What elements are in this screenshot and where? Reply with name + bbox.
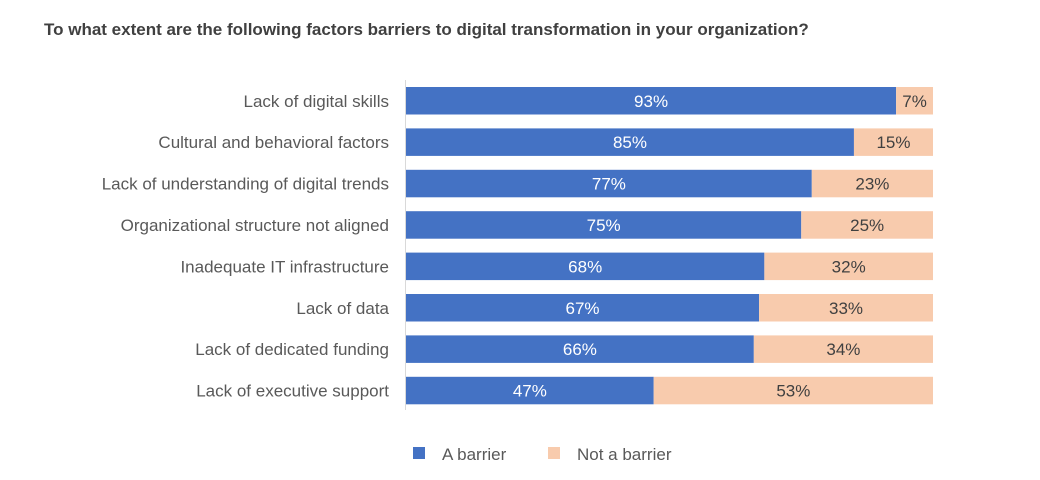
data-label: 68% [568, 257, 602, 276]
legend-swatch [413, 447, 425, 459]
data-label: 32% [832, 257, 866, 276]
bar-not-barrier [801, 211, 933, 239]
legend-label: A barrier [442, 445, 507, 464]
data-label: 33% [829, 299, 863, 318]
data-label: 47% [513, 382, 547, 401]
category-label: Lack of digital skills [243, 92, 389, 111]
data-label: 67% [566, 299, 600, 318]
data-label: 93% [634, 92, 668, 111]
bar-barrier [406, 376, 654, 405]
bar-not-barrier [811, 169, 933, 198]
chart-title: To what extent are the following factors… [44, 20, 809, 39]
bar-barrier [406, 294, 760, 322]
data-label: 77% [592, 175, 626, 194]
legend-label: Not a barrier [577, 445, 672, 464]
category-label: Organizational structure not aligned [121, 216, 389, 235]
data-label: 15% [876, 133, 910, 152]
data-label: 25% [850, 216, 884, 235]
data-label: 75% [587, 216, 621, 235]
bar-not-barrier [764, 252, 933, 281]
bar-barrier [406, 211, 802, 239]
data-label: 66% [563, 340, 597, 359]
bar-barrier [406, 252, 765, 281]
bar-barrier [406, 128, 854, 156]
category-label: Lack of dedicated funding [195, 340, 389, 359]
bar-not-barrier [896, 87, 933, 115]
data-label: 34% [826, 340, 860, 359]
category-label: Cultural and behavioral factors [158, 133, 389, 152]
bar-not-barrier [753, 335, 933, 363]
bar-not-barrier [759, 294, 933, 322]
category-label: Lack of data [296, 299, 389, 318]
legend-swatch [548, 447, 560, 459]
category-label: Lack of understanding of digital trends [102, 175, 389, 194]
category-label: Lack of executive support [196, 382, 389, 401]
bar-barrier [406, 169, 812, 198]
data-label: 23% [855, 175, 889, 194]
bar-barrier [406, 335, 754, 363]
category-label: Inadequate IT infrastructure [180, 257, 389, 276]
bar-not-barrier [653, 376, 933, 405]
bar-barrier [406, 87, 897, 115]
data-label: 7% [902, 92, 927, 111]
data-label: 53% [776, 382, 810, 401]
bar-not-barrier [853, 128, 933, 156]
data-label: 85% [613, 133, 647, 152]
